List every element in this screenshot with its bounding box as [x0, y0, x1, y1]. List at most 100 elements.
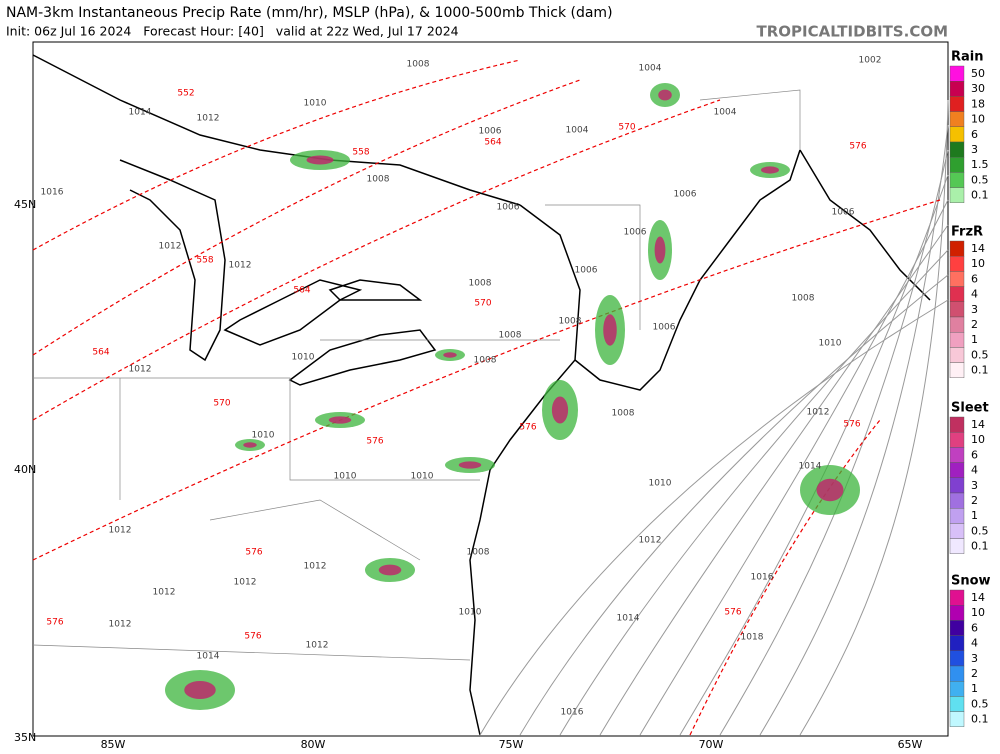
- legend-swatch: [949, 696, 965, 712]
- isobar-label: 1010: [304, 99, 327, 109]
- precip-core: [378, 564, 402, 576]
- lat-label: 45N: [14, 198, 36, 211]
- legend-swatch: [949, 538, 965, 554]
- thickness-label: 576: [849, 142, 866, 152]
- isobar-label: 1008: [469, 279, 492, 289]
- thickness-label: 576: [245, 548, 262, 558]
- legend-level: 0.1: [971, 364, 989, 377]
- legend-level: 0.5: [971, 348, 989, 361]
- thickness-label: 564: [293, 286, 310, 296]
- thickness-label: 576: [519, 423, 536, 433]
- isobar-label: 1016: [41, 188, 64, 198]
- precip-core: [551, 396, 569, 424]
- legend-level: 1: [971, 509, 978, 522]
- isobar-label: 1010: [252, 431, 275, 441]
- isobar-label: 1006: [832, 208, 855, 218]
- legend-swatch: [949, 589, 965, 606]
- lon-label: 75W: [499, 738, 524, 751]
- legend-title: FrzR: [951, 225, 983, 240]
- isobar-label: 1006: [497, 203, 520, 213]
- legend-level: 0.5: [971, 697, 989, 710]
- thickness-line: [32, 59, 521, 251]
- coastlines: [32, 54, 931, 736]
- legend-level: 4: [971, 464, 978, 477]
- precip-core: [761, 166, 779, 174]
- isobar-label: 1012: [197, 114, 220, 124]
- legend-title: Rain: [951, 50, 984, 65]
- legend-swatch: [949, 492, 965, 509]
- legend-level: 3: [971, 303, 978, 316]
- legend-swatch: [949, 301, 965, 318]
- lon-label: 85W: [101, 738, 126, 751]
- precip-core: [816, 478, 844, 502]
- legend-swatch: [949, 111, 965, 127]
- legend-level: 6: [971, 272, 978, 285]
- legend-swatch: [949, 620, 965, 636]
- legend-title: Sleet: [951, 401, 989, 416]
- isobar-label: 1012: [639, 536, 662, 546]
- isobar: [639, 199, 949, 736]
- legend-level: 4: [971, 288, 978, 301]
- isobar-label: 1010: [411, 472, 434, 482]
- isobar-label: 1010: [819, 339, 842, 349]
- isobar-label: 1002: [859, 56, 882, 66]
- legend-level: 14: [971, 418, 985, 431]
- isobar-label: 1014: [799, 462, 822, 472]
- legend-swatch: [949, 362, 965, 379]
- isobar-label: 1008: [559, 317, 582, 327]
- isobar-label: 1014: [617, 614, 640, 624]
- legend-swatch: [949, 508, 965, 524]
- thickness-label: 570: [213, 399, 230, 409]
- legend-level: 10: [971, 257, 985, 270]
- legend-level: 0.5: [971, 173, 989, 186]
- legend-level: 3: [971, 479, 978, 492]
- legend-swatch: [949, 416, 965, 433]
- legend-swatch: [949, 650, 965, 667]
- isobar-label: 1006: [674, 190, 697, 200]
- legend-swatch: [949, 347, 965, 363]
- legend-swatch: [949, 635, 965, 651]
- isobar-label: 1014: [129, 108, 152, 118]
- isobar-label: 1012: [306, 641, 329, 651]
- legend-level: 6: [971, 448, 978, 461]
- legend-level: 0.1: [971, 189, 989, 202]
- thickness-label: 564: [484, 138, 501, 148]
- legend-level: 14: [971, 242, 985, 255]
- isobar-label: 1012: [109, 526, 132, 536]
- legend-level: 1: [971, 333, 978, 346]
- legend-swatch: [949, 316, 965, 333]
- legend-level: 10: [971, 606, 985, 619]
- thickness-label: 576: [244, 632, 261, 642]
- legend-level: 10: [971, 433, 985, 446]
- isobar-label: 1008: [792, 294, 815, 304]
- thickness-label: 576: [724, 608, 741, 618]
- legend-swatch: [949, 286, 965, 303]
- isobar-label: 1008: [367, 175, 390, 185]
- isobar-label: 1018: [741, 633, 764, 643]
- isobar: [599, 224, 949, 736]
- lon-label: 65W: [898, 738, 923, 751]
- legend-level: 0.1: [971, 713, 989, 726]
- isobar-label: 1012: [159, 242, 182, 252]
- thickness-line: [32, 99, 721, 421]
- legend-level: 10: [971, 113, 985, 126]
- legend-level: 2: [971, 494, 978, 507]
- legend-level: 3: [971, 652, 978, 665]
- isobar-label: 1008: [612, 409, 635, 419]
- legend-swatch: [949, 605, 965, 621]
- isobar-label: 1010: [459, 608, 482, 618]
- isobar-label: 1012: [304, 562, 327, 572]
- thickness-label: 570: [474, 299, 491, 309]
- source: TROPICALTIDBITS.COM: [757, 23, 949, 41]
- legend-swatch: [949, 477, 965, 494]
- legend-swatch: [949, 65, 965, 82]
- isobar-label: 1012: [807, 408, 830, 418]
- legend-swatch: [949, 96, 965, 112]
- precip-core: [654, 236, 666, 264]
- isobar: [759, 124, 949, 736]
- precip-core: [306, 155, 334, 165]
- lon-label: 70W: [699, 738, 724, 751]
- isobar-label: 1004: [714, 108, 737, 118]
- lon-label: 80W: [301, 738, 326, 751]
